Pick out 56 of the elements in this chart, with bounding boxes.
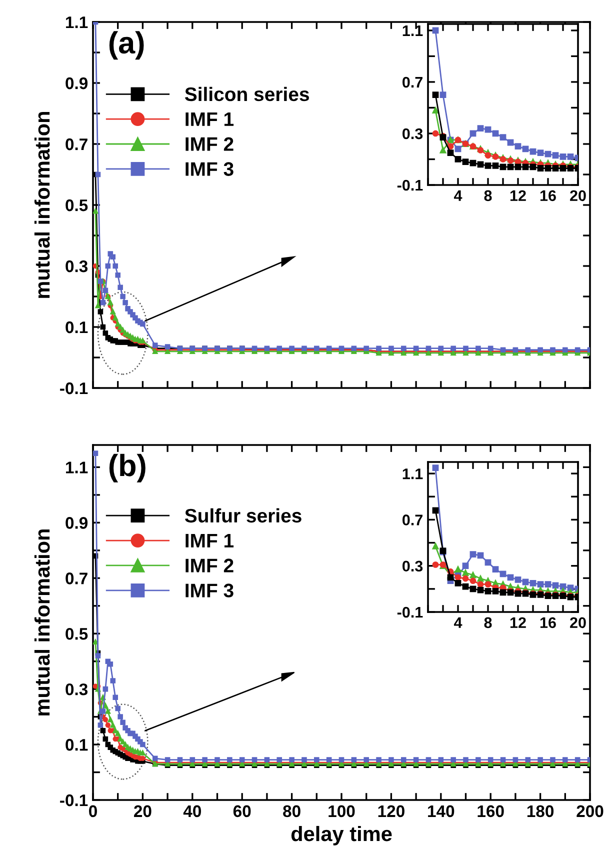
- y-tick-label: 0.5: [66, 199, 88, 212]
- legend-label: IMF 2: [186, 558, 234, 572]
- y-tick-label: 0.7: [66, 138, 88, 150]
- x-tick-label: 180: [527, 805, 554, 818]
- x-tick-label: 200: [576, 805, 604, 818]
- x-tick-label: 20: [134, 805, 152, 818]
- x-tick-label: 8: [484, 617, 492, 628]
- legend-label: Sulfur series: [184, 508, 302, 523]
- y-tick-label: 0.3: [402, 128, 423, 140]
- x-tick-label: 4: [454, 190, 462, 201]
- y-tick-label: 0.7: [402, 76, 422, 88]
- chart-title: (b): [109, 454, 146, 482]
- legend-label: IMF 1: [186, 112, 234, 126]
- x-tick-label: 16: [540, 617, 556, 628]
- y-axis-title: mutual information: [34, 112, 50, 298]
- y-tick-label: 0.3: [402, 560, 423, 572]
- y-tick-label: 0.9: [66, 517, 88, 529]
- x-tick-label: 160: [478, 805, 504, 818]
- x-tick-label: 120: [378, 805, 404, 818]
- x-tick-label: 16: [540, 190, 556, 202]
- y-tick-label: 1.1: [66, 462, 88, 474]
- y-tick-label: 0.1: [66, 738, 88, 751]
- x-axis-title: delay time: [291, 826, 392, 846]
- x-tick-label: 80: [283, 805, 300, 818]
- legend-label: IMF 3: [186, 584, 234, 598]
- y-tick-label: 0.1: [66, 321, 88, 334]
- y-tick-label: -0.1: [60, 794, 88, 806]
- x-tick-label: 4: [454, 617, 462, 628]
- x-tick-label: 20: [570, 617, 586, 628]
- y-tick-label: 1.1: [402, 468, 423, 480]
- y-tick-label: 0.9: [66, 77, 88, 90]
- legend-label: Silicon series: [184, 86, 309, 102]
- x-tick-label: 140: [428, 805, 454, 818]
- y-tick-label: 0.7: [402, 514, 422, 526]
- y-tick-label: -0.1: [397, 180, 423, 191]
- legend-label: IMF 3: [186, 162, 234, 176]
- x-tick-label: 12: [510, 617, 526, 628]
- y-tick-label: 0.3: [66, 260, 88, 272]
- chart-title: (a): [109, 31, 144, 60]
- y-tick-label: 0.3: [66, 683, 88, 696]
- x-tick-label: 8: [484, 190, 492, 202]
- y-tick-label: -0.1: [60, 382, 88, 394]
- y-tick-label: 0.5: [66, 628, 88, 640]
- y-tick-label: 0.7: [66, 572, 88, 584]
- x-tick-label: 20: [570, 190, 586, 202]
- x-tick-label: 12: [510, 190, 526, 201]
- x-tick-label: 0: [89, 805, 97, 818]
- legend-label: IMF 2: [186, 137, 234, 151]
- x-tick-label: 60: [233, 805, 251, 818]
- y-tick-label: 1.1: [402, 25, 423, 36]
- y-axis-title: mutual information: [34, 529, 50, 716]
- y-tick-label: 1.1: [66, 16, 88, 28]
- x-tick-label: 100: [328, 805, 355, 818]
- x-tick-label: 40: [183, 805, 201, 818]
- y-tick-label: -0.1: [397, 606, 423, 618]
- legend-label: IMF 1: [186, 534, 234, 548]
